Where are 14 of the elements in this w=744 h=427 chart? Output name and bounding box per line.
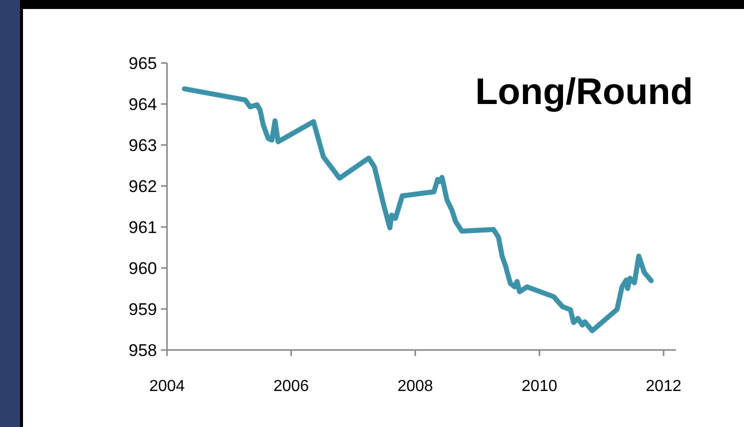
x-tick-label: 2006 xyxy=(273,378,310,395)
y-tick-label: 960 xyxy=(128,258,157,278)
y-tick-label: 958 xyxy=(128,340,157,360)
x-tick-label: 2012 xyxy=(646,378,682,395)
x-tick-label: 2008 xyxy=(397,378,434,395)
y-tick-label: 961 xyxy=(128,218,157,237)
chart-title: Long/Round xyxy=(475,71,693,112)
y-tick-label: 963 xyxy=(128,136,157,155)
y-tick-label: 964 xyxy=(128,94,157,114)
x-tick-label: 2010 xyxy=(522,378,558,395)
y-tick-label: 959 xyxy=(128,300,157,319)
y-tick-label: 962 xyxy=(128,176,157,196)
y-tick-label: 965 xyxy=(128,54,157,73)
x-tick-label: 2004 xyxy=(149,378,185,395)
